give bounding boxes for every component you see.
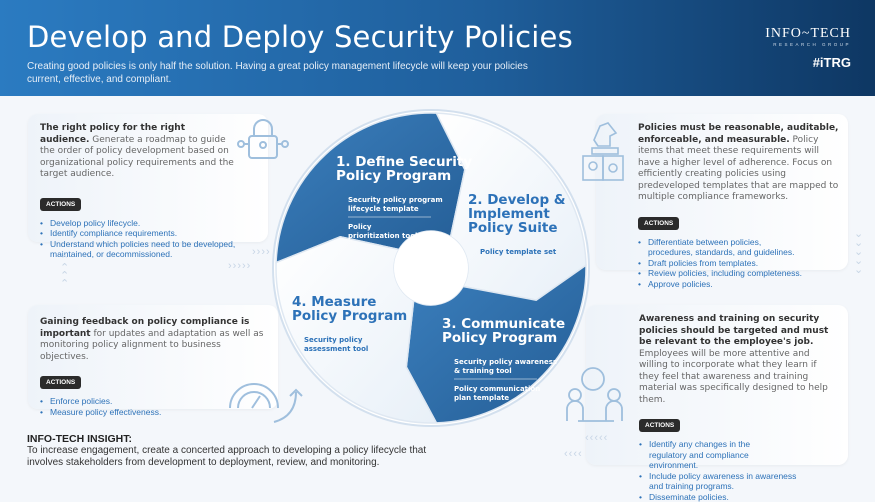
info-tech-insight: INFO-TECH INSIGHT: To increase engagemen… (27, 433, 427, 468)
step-title: 3. Communicate (442, 316, 565, 332)
actions-list: Enforce policies.Measure policy effectiv… (40, 396, 266, 417)
step-tool: Security policy awareness (454, 358, 557, 366)
step-title: 2. Develop & (468, 192, 566, 208)
step-tool: Security policy (304, 336, 363, 344)
right-chevrons-decoration: ››››› (228, 260, 252, 272)
step-title: 1. Define Security (336, 154, 472, 170)
info-tech-logo: INFO~TECH RESEARCH GROUP #iTRG (765, 26, 851, 70)
actions-badge: ACTIONS (40, 376, 82, 389)
step-tool: Policy template set (480, 248, 557, 256)
right-chevrons-decoration: ›››› (252, 246, 271, 258)
wheel-center (394, 231, 468, 305)
box-communicate: Awareness and training on security polic… (586, 305, 848, 502)
left-chevrons-decoration: ‹‹‹‹‹ (585, 432, 609, 444)
step-title: Policy Program (442, 330, 557, 346)
box-develop: Policies must be reasonable, auditable, … (596, 114, 848, 289)
step-tool: & training tool (454, 367, 512, 375)
actions-list: Differentiate between policies, procedur… (638, 237, 836, 290)
step-tool: lifecycle template (348, 205, 419, 213)
page-subtitle: Creating good policies is only half the … (27, 61, 528, 85)
page-title: Develop and Deploy Security Policies (27, 20, 573, 54)
actions-badge: ACTIONS (40, 197, 82, 211)
down-chevrons-decoration: ⌄ ⌄ ⌄ ⌄ ⌄ (854, 228, 865, 276)
actions-list: Develop policy lifecycle.Identify compli… (40, 218, 256, 260)
gauge-arrow-icon (229, 383, 303, 423)
step-tool: prioritization tool (348, 232, 417, 240)
chess-knight-strategy-icon (582, 122, 624, 181)
step-title: 4. Measure (292, 294, 376, 310)
step-tool: Policy (348, 223, 372, 231)
box-define: The right policy for the right audience.… (28, 114, 268, 259)
step-tool: plan template (454, 394, 509, 402)
lock-circuit-icon (237, 119, 289, 159)
actions-badge: ACTIONS (638, 216, 680, 230)
meeting-people-icon (566, 367, 623, 422)
step-title: Policy Suite (468, 220, 558, 236)
step-tool: assessment tool (304, 345, 368, 353)
step-title: Policy Program (292, 308, 407, 324)
actions-badge: ACTIONS (639, 419, 681, 432)
step-title: Implement (468, 206, 550, 222)
header-banner: Develop and Deploy Security Policies Cre… (0, 0, 875, 96)
left-chevrons-decoration: ‹‹‹‹ (564, 448, 583, 460)
step-tool: Policy communication (454, 385, 540, 393)
step-title: Policy Program (336, 168, 451, 184)
step-tool: Security policy program (348, 196, 443, 204)
up-chevrons-decoration: ⌃ ⌃ ⌃ ⌃ (60, 254, 71, 290)
